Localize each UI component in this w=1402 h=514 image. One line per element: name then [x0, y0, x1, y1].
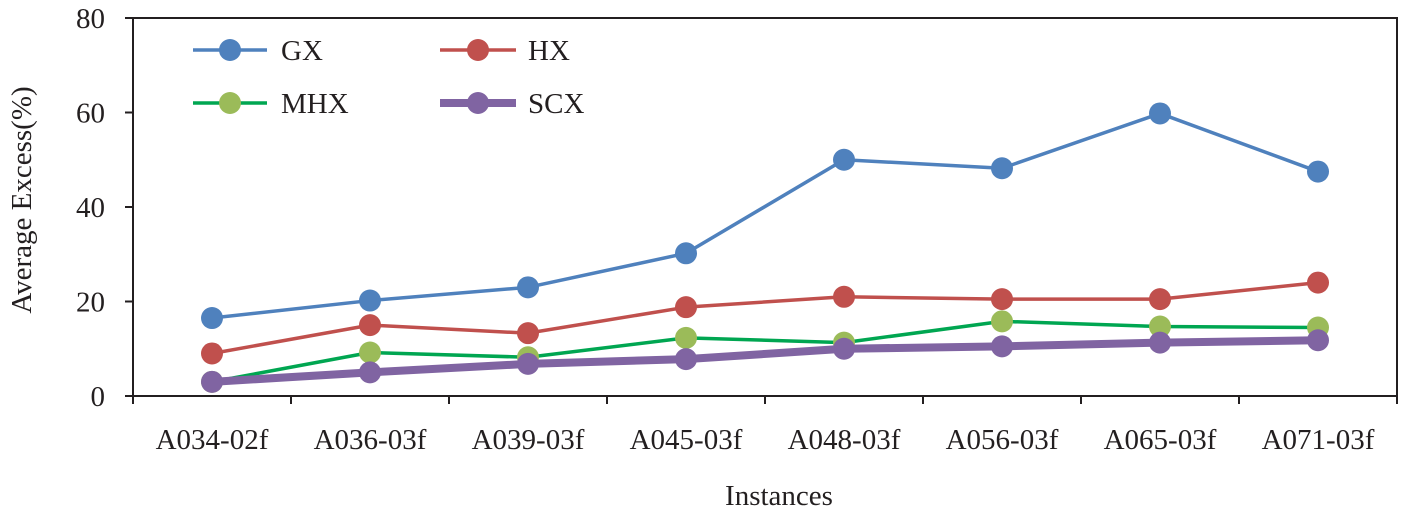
legend: GX HX MHX SCX — [193, 35, 584, 120]
data-point-hx — [201, 342, 223, 365]
data-point-mhx — [675, 326, 697, 349]
series-layer — [201, 102, 1329, 393]
data-point-gx — [517, 276, 539, 299]
series-line-hx — [211, 280, 1319, 356]
x-tick-label: A045-03f — [630, 424, 743, 456]
legend-item-scx: SCX — [440, 88, 584, 120]
data-point-hx — [517, 322, 539, 345]
series-line-gx — [211, 111, 1319, 320]
data-point-mhx — [1149, 315, 1171, 338]
y-tick-label: 60 — [76, 98, 105, 130]
data-point-gx — [833, 148, 855, 171]
data-point-gx — [675, 242, 697, 265]
series-scx — [201, 329, 1329, 393]
y-tick-label: 20 — [76, 287, 105, 319]
x-tick-label: A065-03f — [1104, 424, 1217, 456]
y-axis-title: Average Excess(%) — [6, 86, 38, 313]
data-point-scx — [991, 335, 1013, 358]
legend-item-hx: HX — [440, 35, 570, 67]
data-point-gx — [1149, 102, 1171, 125]
legend-swatch-marker — [467, 39, 489, 61]
data-point-scx — [359, 361, 381, 384]
data-point-hx — [833, 285, 855, 308]
data-point-hx — [1149, 288, 1171, 311]
x-axis-title: Instances — [725, 480, 833, 512]
data-point-scx — [517, 352, 539, 375]
legend-swatch-marker — [467, 92, 489, 114]
x-tick-label: A056-03f — [946, 424, 1059, 456]
y-tick-label: 0 — [91, 381, 106, 413]
legend-label: MHX — [281, 88, 349, 120]
series-gx — [201, 102, 1329, 330]
data-point-scx — [833, 337, 855, 360]
x-tick-label: A048-03f — [788, 424, 901, 456]
legend-label: GX — [281, 35, 323, 67]
x-tick-label: A039-03f — [472, 424, 585, 456]
data-point-scx — [201, 370, 223, 393]
legend-item-gx: GX — [193, 35, 323, 67]
data-point-hx — [359, 314, 381, 337]
data-point-mhx — [359, 341, 381, 364]
x-tick-label: A071-03f — [1262, 424, 1375, 456]
legend-item-mhx: MHX — [193, 88, 349, 120]
x-tick-label: A036-03f — [314, 424, 427, 456]
data-point-scx — [675, 348, 697, 371]
axes: 0 20 40 60 80 A034-02f A036-03f A039-03f A045-03… — [76, 3, 1398, 456]
series-line-scx — [211, 336, 1319, 386]
legend-swatch-marker — [219, 39, 241, 61]
legend-label: SCX — [528, 88, 584, 120]
data-point-gx — [359, 289, 381, 312]
data-point-hx — [1307, 271, 1329, 294]
data-point-hx — [675, 296, 697, 319]
data-point-gx — [201, 307, 223, 330]
data-point-hx — [991, 288, 1013, 311]
data-point-gx — [1307, 160, 1329, 183]
data-point-scx — [1149, 331, 1171, 354]
y-tick-label: 80 — [76, 3, 105, 35]
series-hx — [201, 271, 1329, 365]
data-point-scx — [1307, 329, 1329, 352]
data-point-gx — [991, 157, 1013, 180]
data-point-mhx — [991, 310, 1013, 333]
x-tick-label: A034-02f — [156, 424, 269, 456]
legend-label: HX — [528, 35, 570, 67]
y-tick-label: 40 — [76, 192, 105, 224]
series-line-mhx — [211, 319, 1319, 384]
legend-swatch-marker — [219, 92, 241, 114]
